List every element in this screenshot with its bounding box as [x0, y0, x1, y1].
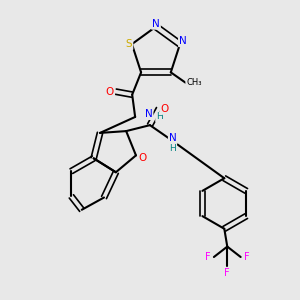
Text: S: S [126, 39, 132, 49]
Text: O: O [161, 104, 169, 114]
Text: H: H [169, 144, 176, 153]
Text: O: O [106, 87, 114, 97]
Text: F: F [244, 252, 249, 262]
Text: CH₃: CH₃ [186, 78, 202, 87]
Text: N: N [179, 36, 187, 46]
Text: F: F [224, 268, 230, 278]
Text: F: F [205, 252, 211, 262]
Text: O: O [138, 153, 147, 164]
Text: N: N [145, 109, 152, 119]
Text: H: H [156, 112, 163, 122]
Text: N: N [169, 133, 177, 143]
Text: N: N [152, 19, 160, 29]
